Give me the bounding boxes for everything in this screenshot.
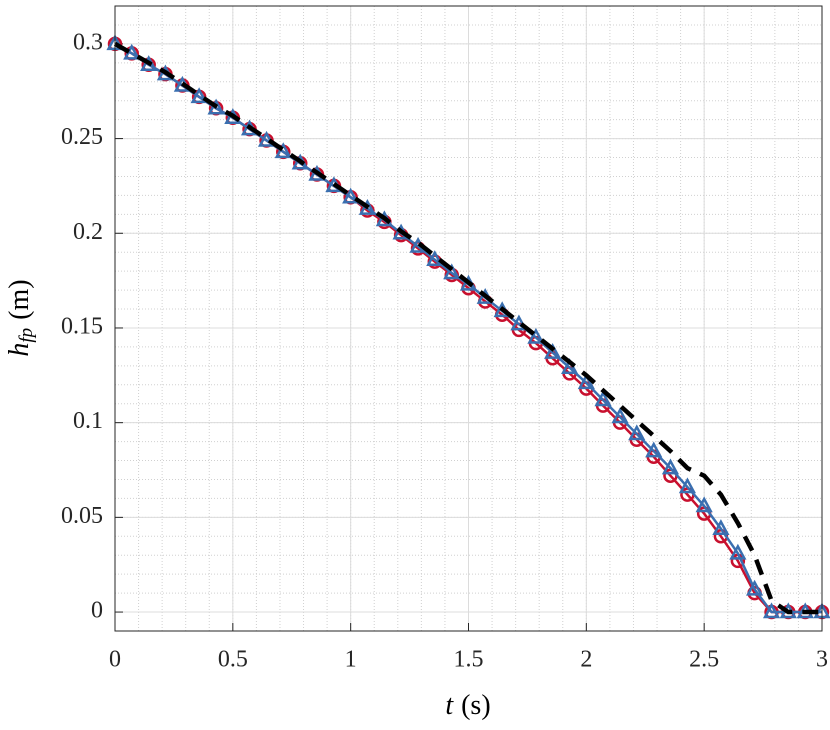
marker bbox=[661, 458, 680, 475]
marker bbox=[746, 579, 764, 596]
marker bbox=[628, 424, 646, 441]
y-tick-label: 0.05 bbox=[61, 503, 103, 529]
y-label-symbol: h bbox=[4, 343, 35, 357]
marker bbox=[762, 602, 781, 619]
x-tick-label: 3 bbox=[816, 647, 828, 673]
y-axis-label: hfp (m) bbox=[4, 279, 37, 356]
marker bbox=[342, 187, 360, 204]
y-tick-label: 0.1 bbox=[73, 408, 103, 434]
y-tick-label: 0.3 bbox=[73, 29, 103, 55]
y-label-unit: (m) bbox=[4, 279, 35, 319]
x-tick-label: 0.5 bbox=[218, 647, 248, 673]
marker bbox=[426, 250, 444, 267]
marker bbox=[712, 519, 730, 535]
x-label-unit: (s) bbox=[461, 690, 491, 721]
x-tick-label: 1.5 bbox=[454, 647, 484, 673]
y-tick-label: 0.25 bbox=[61, 124, 103, 150]
x-tick-label: 1 bbox=[345, 647, 357, 673]
marker bbox=[443, 263, 461, 280]
marker bbox=[645, 441, 663, 458]
axes-box bbox=[114, 5, 823, 632]
marker bbox=[527, 327, 545, 344]
marker bbox=[190, 87, 208, 104]
y-label-subscript: fp bbox=[16, 328, 37, 343]
marker bbox=[695, 496, 713, 513]
y-tick-label: 0.15 bbox=[61, 313, 103, 339]
x-tick-label: 2 bbox=[580, 647, 592, 673]
marker bbox=[207, 98, 225, 115]
marker bbox=[358, 199, 376, 215]
marker bbox=[274, 142, 292, 159]
y-tick-label: 0.2 bbox=[73, 219, 103, 245]
x-tick-label: 2.5 bbox=[689, 647, 719, 673]
marker bbox=[678, 477, 697, 494]
marker bbox=[544, 342, 562, 359]
marker bbox=[594, 390, 612, 407]
series-line bbox=[113, 41, 822, 615]
marker bbox=[729, 543, 747, 560]
y-tick-label: 0 bbox=[91, 598, 103, 624]
marker bbox=[577, 373, 595, 390]
x-tick-label: 0 bbox=[109, 647, 121, 673]
x-label-symbol: t bbox=[445, 690, 454, 721]
x-axis-label: t (s) bbox=[445, 690, 490, 721]
marker bbox=[611, 407, 629, 424]
